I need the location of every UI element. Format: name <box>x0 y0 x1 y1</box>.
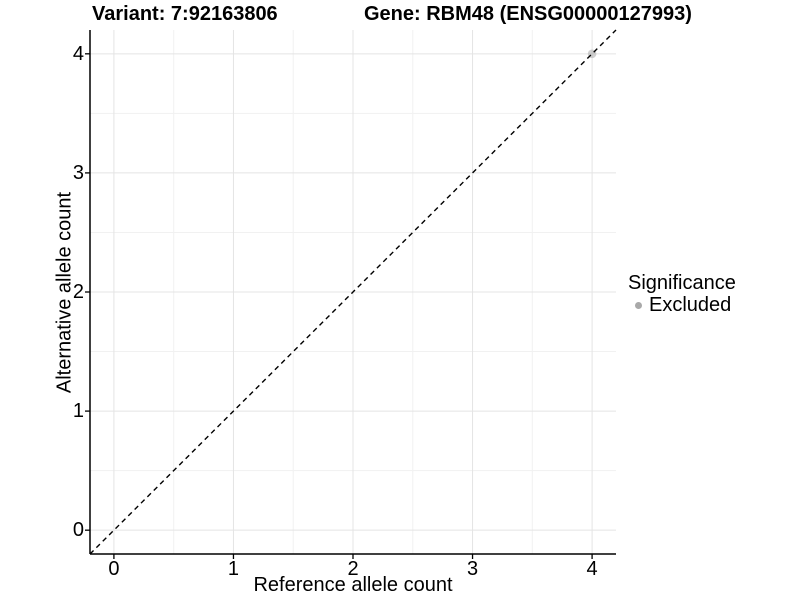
y-tick-label: 1 <box>72 400 84 423</box>
x-tick-label: 2 <box>347 558 359 580</box>
legend-key-dot-icon <box>635 301 642 309</box>
legend-item-excluded: Excluded <box>628 294 736 316</box>
plot-title-variant: Variant: 7:92163806 <box>92 3 278 25</box>
legend-items: Excluded <box>628 294 736 316</box>
y-tick-label: 0 <box>72 519 84 542</box>
y-tick-label: 2 <box>72 281 84 303</box>
x-tick-label: 1 <box>227 558 240 580</box>
x-tick-label: 0 <box>108 558 120 580</box>
x-tick-label: 4 <box>586 558 598 580</box>
legend: Significance Excluded <box>628 272 736 316</box>
plot-title-gene: Gene: RBM48 (ENSG00000127993) <box>364 3 692 25</box>
x-tick-label: 3 <box>466 558 479 580</box>
x-axis-title: Reference allele count <box>253 574 453 596</box>
identity-reference-line <box>89 29 617 555</box>
legend-item-label: Excluded <box>649 294 732 316</box>
legend-title: Significance <box>628 272 736 294</box>
y-axis-title: Alternative allele count <box>53 191 76 394</box>
y-tick-label: 4 <box>72 42 84 65</box>
y-tick-label: 3 <box>72 161 84 184</box>
